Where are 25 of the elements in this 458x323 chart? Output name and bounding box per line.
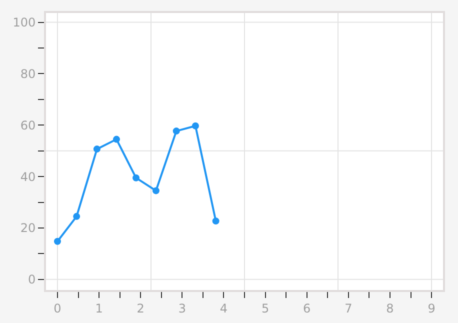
- x-tick-label: 7: [344, 301, 352, 316]
- y-tick-label: 80: [20, 66, 36, 81]
- point: [132, 174, 140, 182]
- point: [93, 146, 100, 153]
- x-tick-label: 1: [95, 301, 103, 316]
- x-tick-label: 4: [220, 301, 228, 316]
- x-tick-label: 3: [178, 301, 186, 316]
- point: [172, 128, 180, 135]
- point: [112, 136, 120, 143]
- x-tick-label: 5: [261, 301, 270, 316]
- x-tick-label: 8: [386, 301, 394, 316]
- point: [73, 212, 80, 220]
- y-tick-label: 100: [12, 15, 36, 30]
- point: [212, 218, 220, 225]
- y-tick-label: 60: [20, 118, 36, 132]
- y-tick-label: 40: [20, 170, 36, 184]
- x-tick-label: 0: [54, 301, 62, 316]
- point: [192, 122, 199, 130]
- x-tick-label: 6: [303, 301, 311, 316]
- y-tick-label: 0: [28, 272, 36, 287]
- x-tick-label: 2: [136, 301, 144, 316]
- point: [54, 238, 61, 245]
- point: [152, 187, 160, 194]
- y-tick-label: 20: [20, 221, 36, 236]
- x-tick-label: 9: [428, 301, 436, 316]
